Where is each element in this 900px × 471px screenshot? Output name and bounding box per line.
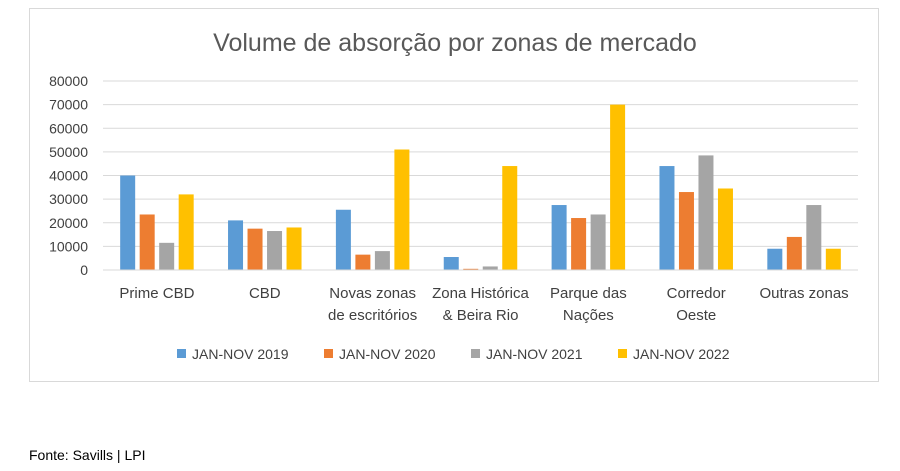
bar: [394, 149, 410, 270]
y-tick-label: 70000: [49, 97, 88, 113]
bar: [247, 228, 263, 270]
bar: [610, 104, 626, 270]
legend-label: JAN-NOV 2021: [486, 346, 583, 362]
legend-swatch: [177, 349, 186, 358]
bar: [717, 188, 733, 270]
bar: [698, 155, 714, 270]
category-labels: Prime CBD CBD Novas zonas de escritórios Zon…: [119, 285, 848, 324]
bar: [590, 214, 606, 270]
bar: [571, 218, 587, 270]
legend-label: JAN-NOV 2022: [633, 346, 730, 362]
category-label: Zona Histórica: [432, 285, 529, 302]
gridlines: [103, 80, 858, 247]
bar: [267, 231, 283, 270]
category-label: CBD: [249, 285, 281, 302]
y-tick-label: 60000: [49, 120, 88, 136]
category-label: & Beira Rio: [443, 307, 519, 324]
y-tick-label: 10000: [49, 238, 88, 254]
category-label: Outras zonas: [759, 285, 848, 302]
bar: [786, 236, 802, 270]
y-axis-ticks: 0 10000 20000 30000 40000 50000 60000 70000 8000…: [49, 73, 88, 278]
chart-title: Volume de absorção por zonas de mercado: [213, 29, 697, 57]
bar: [120, 175, 136, 270]
legend-swatch: [471, 349, 480, 358]
bar: [355, 254, 371, 270]
bar: [286, 227, 302, 270]
bar: [806, 205, 822, 270]
bar: [502, 166, 518, 270]
y-tick-label: 80000: [49, 73, 88, 89]
bar: [335, 209, 351, 270]
legend-label: JAN-NOV 2020: [339, 346, 436, 362]
category-label: Parque das: [550, 285, 627, 302]
bar: [178, 194, 194, 270]
bar: [482, 266, 498, 270]
chart-frame: Volume de absorção por zonas de mercado …: [29, 8, 879, 382]
legend-swatch: [324, 349, 333, 358]
bar: [659, 166, 675, 270]
category-label: Oeste: [676, 307, 716, 324]
bar-chart: Volume de absorção por zonas de mercado …: [49, 29, 858, 362]
category-label: Novas zonas: [329, 285, 416, 302]
bar: [678, 192, 694, 270]
category-label: Corredor: [667, 285, 726, 302]
bar: [551, 205, 567, 270]
y-tick-label: 20000: [49, 215, 88, 231]
legend: JAN-NOV 2019 JAN-NOV 2020 JAN-NOV 2021 JAN-…: [177, 346, 730, 362]
y-tick-label: 40000: [49, 168, 88, 184]
bar: [139, 214, 155, 270]
y-tick-label: 30000: [49, 191, 88, 207]
bar: [443, 257, 459, 270]
category-label: Nações: [563, 307, 614, 324]
legend-swatch: [618, 349, 627, 358]
bar: [463, 268, 479, 270]
y-tick-label: 0: [80, 262, 88, 278]
bar: [228, 220, 244, 270]
category-label: Prime CBD: [119, 285, 194, 302]
bar: [767, 248, 783, 270]
bars: [120, 104, 841, 270]
bar: [159, 242, 175, 270]
bar: [374, 251, 390, 270]
source-note: Fonte: Savills | LPI: [29, 447, 146, 463]
legend-label: JAN-NOV 2019: [192, 346, 289, 362]
bar: [825, 248, 841, 270]
y-tick-label: 50000: [49, 144, 88, 160]
category-label: de escritórios: [328, 307, 417, 324]
